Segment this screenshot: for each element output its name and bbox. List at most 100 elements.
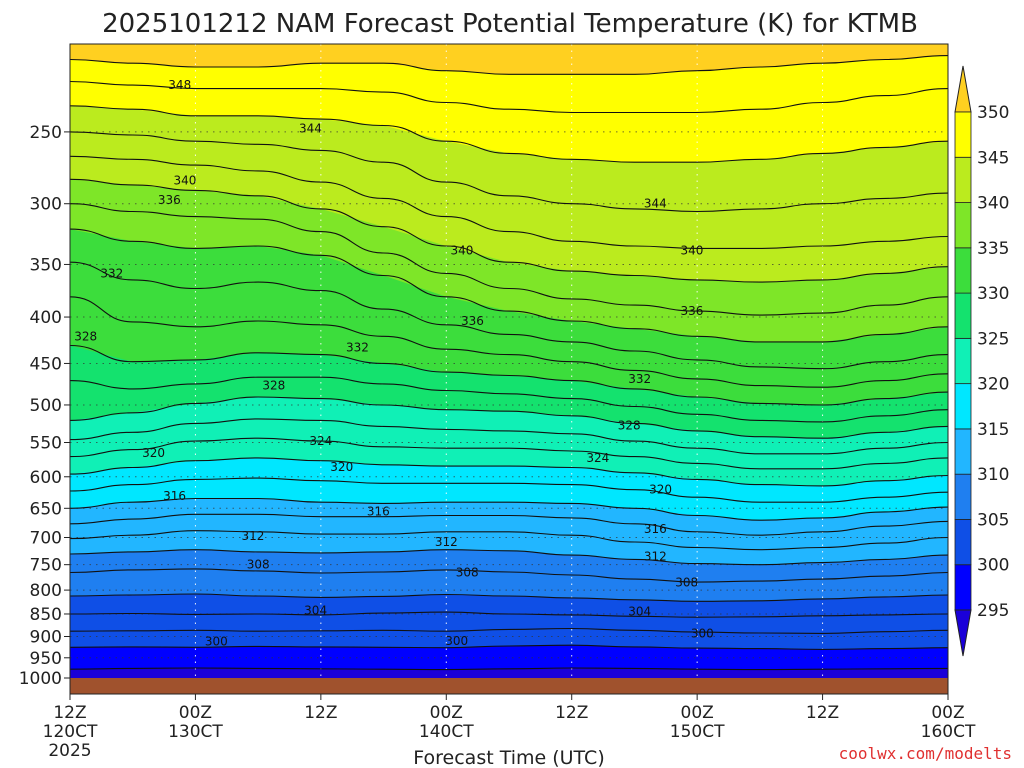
x-tick-label: 140CT bbox=[419, 722, 474, 742]
isentrope-layer bbox=[70, 55, 948, 671]
contour-label: 320 bbox=[330, 460, 353, 474]
y-tick-label: 650 bbox=[30, 499, 62, 519]
chart-title: 2025101212 NAM Forecast Potential Temper… bbox=[102, 9, 918, 39]
credit-link[interactable]: coolwx.com/modelts bbox=[839, 744, 1012, 763]
y-tick-label: 750 bbox=[30, 556, 62, 576]
theta-fill-layer bbox=[70, 44, 948, 678]
colorbar-segment bbox=[954, 111, 972, 158]
colorbar-segment bbox=[954, 519, 972, 566]
colorbar-segment bbox=[954, 564, 972, 611]
colorbar-segment bbox=[954, 202, 972, 249]
isentrope-328 bbox=[70, 376, 948, 423]
theta-fill-350 bbox=[70, 44, 948, 75]
contour-label: 336 bbox=[680, 304, 703, 318]
contour-label: 332 bbox=[346, 340, 369, 354]
contour-label: 328 bbox=[74, 329, 97, 343]
x-tick-label: 00Z bbox=[430, 703, 463, 723]
isentrope-336 bbox=[70, 228, 948, 343]
isentrope-348 bbox=[70, 80, 948, 114]
contour-label: 304 bbox=[304, 603, 327, 617]
isentrope-338 bbox=[70, 203, 948, 316]
colorbar-bottom-triangle bbox=[954, 609, 972, 657]
y-tick-label: 600 bbox=[30, 468, 62, 488]
x-tick-label: 150CT bbox=[670, 722, 725, 742]
isentrope-312 bbox=[70, 530, 948, 551]
colorbar-tick-label: 300 bbox=[977, 556, 1009, 576]
colorbar-tick-label: 345 bbox=[977, 148, 1009, 168]
colorbar-segment bbox=[954, 428, 972, 475]
contour-label: 320 bbox=[142, 446, 165, 460]
colorbar: 295 300 305 310 315 320 325 330 335 340 345 350 bbox=[954, 65, 1009, 657]
y-tick-label: 350 bbox=[30, 255, 62, 275]
isentrope-310 bbox=[70, 549, 948, 566]
colorbar-tick-label: 325 bbox=[977, 329, 1009, 349]
y-tick-label: 900 bbox=[30, 627, 62, 647]
isentrope-318 bbox=[70, 477, 948, 503]
y-axis: 2503003504004505005506006507007508008509… bbox=[19, 123, 70, 689]
isentrope-342 bbox=[70, 155, 948, 249]
x-tick-label: 160CT bbox=[921, 722, 976, 742]
ground-layer bbox=[70, 678, 948, 694]
contour-label: 324 bbox=[309, 434, 332, 448]
x-tick-label: 12Z bbox=[806, 703, 839, 723]
isentrope-298 bbox=[70, 667, 948, 671]
x-tick-label: 120CT bbox=[43, 722, 98, 742]
isentrope-330 bbox=[70, 344, 948, 406]
y-tick-label: 800 bbox=[30, 581, 62, 601]
contour-label: 320 bbox=[649, 483, 672, 497]
isentrope-322 bbox=[70, 437, 948, 470]
contour-label: 336 bbox=[158, 193, 181, 207]
x-tick-label: 12Z bbox=[53, 703, 86, 723]
isentrope-340 bbox=[70, 178, 948, 283]
contour-label: 308 bbox=[247, 558, 270, 572]
contour-label: 332 bbox=[628, 372, 651, 386]
ground-bar bbox=[70, 678, 948, 694]
contour-label: 300 bbox=[445, 634, 468, 648]
colorbar-segment bbox=[954, 473, 972, 520]
y-tick-label: 950 bbox=[30, 649, 62, 669]
x-tick-label: 00Z bbox=[681, 703, 714, 723]
isentrope-324 bbox=[70, 418, 948, 455]
isentrope-316 bbox=[70, 497, 948, 521]
contour-label: 344 bbox=[299, 122, 322, 136]
contour-label: 316 bbox=[163, 489, 186, 503]
y-tick-label: 300 bbox=[30, 195, 62, 215]
contour-label: 340 bbox=[680, 244, 703, 258]
x-tick-label: 12Z bbox=[555, 703, 588, 723]
colorbar-tick-label: 340 bbox=[977, 194, 1009, 214]
colorbar-segment bbox=[954, 292, 972, 339]
contour-label: 328 bbox=[618, 419, 641, 433]
contour-label: 312 bbox=[644, 550, 667, 564]
y-tick-label: 450 bbox=[30, 354, 62, 374]
y-tick-label: 700 bbox=[30, 528, 62, 548]
isentrope-304 bbox=[70, 611, 948, 618]
y-tick-label: 850 bbox=[30, 605, 62, 625]
contour-label: 300 bbox=[205, 635, 228, 649]
colorbar-tick-label: 335 bbox=[977, 239, 1009, 259]
x-axis-label: Forecast Time (UTC) bbox=[413, 747, 604, 768]
contour-label: 344 bbox=[644, 197, 667, 211]
plot-frame bbox=[69, 43, 949, 695]
colorbar-segment bbox=[954, 156, 972, 203]
colorbar-segment bbox=[954, 247, 972, 294]
isentrope-306 bbox=[70, 593, 948, 602]
isentrope-300 bbox=[70, 644, 948, 650]
colorbar-tick-label: 315 bbox=[977, 420, 1009, 440]
colorbar-tick-label: 330 bbox=[977, 284, 1009, 304]
x-tick-label: 130CT bbox=[168, 722, 223, 742]
isentrope-346 bbox=[70, 105, 948, 163]
contour-label: 304 bbox=[628, 605, 651, 619]
y-tick-label: 550 bbox=[30, 433, 62, 453]
contour-label: 340 bbox=[174, 174, 197, 188]
isentrope-302 bbox=[70, 627, 948, 634]
y-tick-label: 1000 bbox=[19, 669, 62, 689]
contour-label: 336 bbox=[461, 314, 484, 328]
y-tick-label: 500 bbox=[30, 396, 62, 416]
isentrope-332 bbox=[70, 296, 948, 388]
isentrope-350 bbox=[70, 55, 948, 75]
contour-label: 308 bbox=[675, 576, 698, 590]
colorbar-tick-label: 320 bbox=[977, 375, 1009, 395]
contour-label: 328 bbox=[262, 379, 285, 393]
x-tick-label: 00Z bbox=[179, 703, 212, 723]
